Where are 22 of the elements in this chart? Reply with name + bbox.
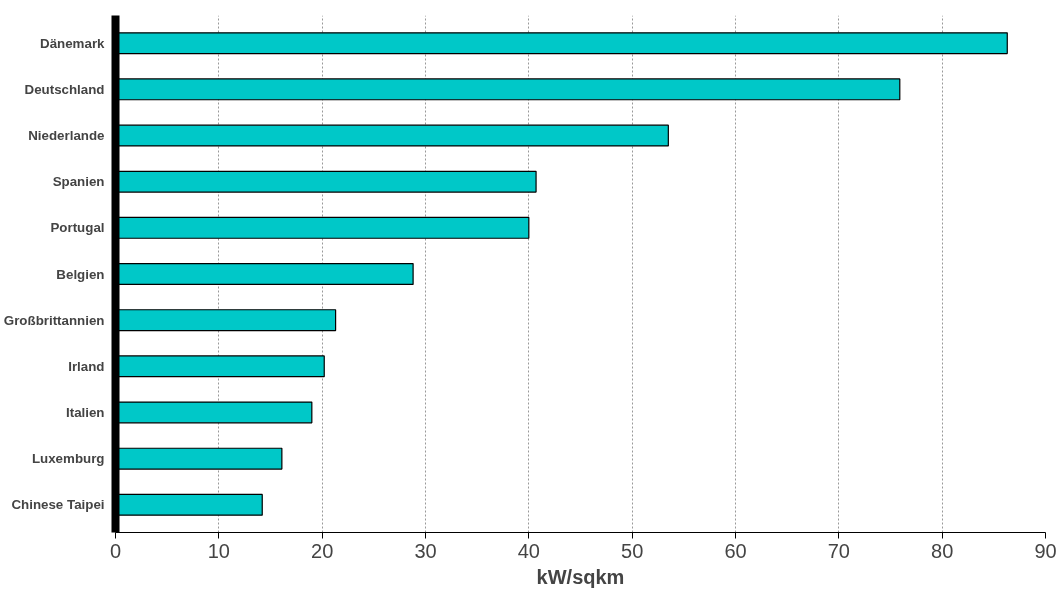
y-tick-label: Irland (68, 358, 105, 374)
y-tick-label: Dänemark (40, 35, 106, 51)
x-tick-label: 40 (517, 539, 540, 562)
y-tick-label: Großbrittannien (3, 312, 105, 328)
x-tick-label: 0 (109, 539, 122, 562)
y-tick-label: Belgien (56, 266, 105, 282)
y-tick-label: Luxemburg (31, 451, 105, 467)
x-tick-label: 30 (414, 539, 437, 562)
x-tick-label: 20 (311, 539, 334, 562)
x-axis-title: kW/sqkm (536, 565, 625, 588)
x-tick-label: 60 (724, 539, 747, 562)
y-tick-label: Deutschland (24, 81, 105, 97)
x-tick-label: 10 (207, 539, 230, 562)
x-tick-label: 80 (931, 539, 954, 562)
y-tick-label: Spanien (52, 174, 105, 190)
y-tick-label: Portugal (50, 220, 105, 236)
x-tick-label: 70 (827, 539, 850, 562)
x-tick-label: 90 (1034, 539, 1057, 562)
y-tick-label: Italien (65, 404, 105, 420)
y-tick-label: Niederlande (28, 128, 105, 144)
y-tick-label: Chinese Taipei (11, 497, 105, 513)
x-tick-label: 50 (621, 539, 644, 562)
